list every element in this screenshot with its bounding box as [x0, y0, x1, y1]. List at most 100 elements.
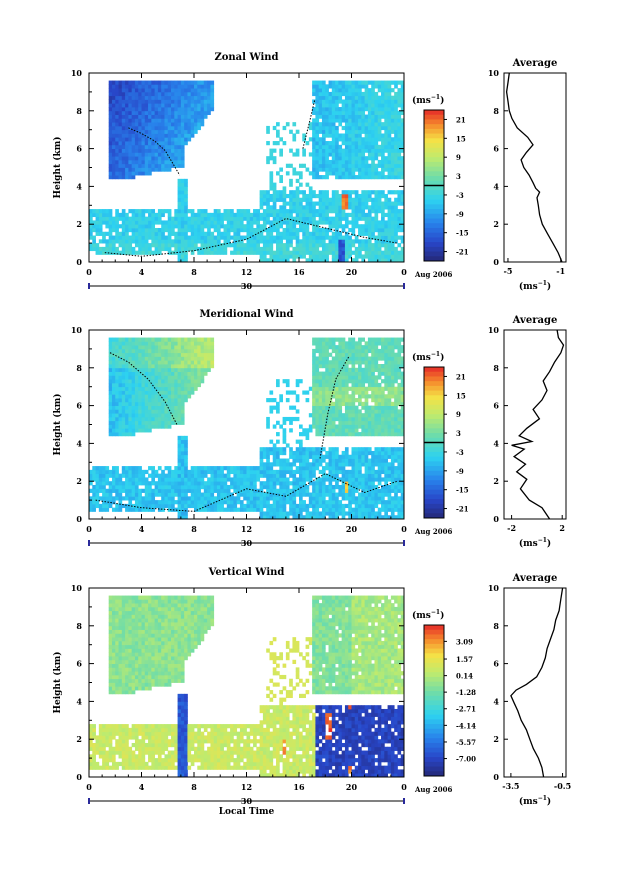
heatmap-cell: [308, 231, 313, 236]
heatmap-cell: [167, 224, 172, 229]
heatmap-cell: [374, 144, 379, 149]
heatmap-cell: [344, 405, 349, 410]
heatmap-cell: [187, 118, 192, 123]
heatmap-cell: [134, 481, 139, 486]
heatmap-cell: [312, 394, 316, 399]
heatmap-cell: [177, 197, 182, 202]
heatmap-cell: [354, 235, 359, 240]
heatmap-cell: [134, 500, 139, 505]
heatmap-cell: [256, 227, 261, 233]
heatmap-cell: [177, 469, 182, 475]
heatmap-cell: [276, 469, 280, 475]
heatmap-cell: [144, 469, 149, 475]
heatmap-cell: [161, 152, 165, 157]
heatmap-cell: [321, 454, 326, 459]
heatmap-cell: [121, 133, 126, 138]
heatmap-cell: [335, 345, 339, 350]
heatmap-cell: [312, 141, 316, 146]
heatmap-cell: [157, 235, 162, 240]
heatmap-cell: [335, 473, 339, 478]
heatmap-cell: [338, 114, 343, 119]
heatmap-cell: [338, 231, 343, 236]
heatmap-cell: [335, 390, 339, 395]
heatmap-cell: [180, 91, 185, 97]
heatmap-cell: [174, 114, 178, 119]
heatmap-cell: [161, 114, 165, 119]
heatmap-cell: [364, 103, 369, 108]
heatmap-cell: [131, 114, 136, 119]
heatmap-cell: [338, 224, 343, 229]
heatmap-cell: [207, 220, 211, 225]
heatmap-cell: [312, 144, 316, 149]
heatmap-cell: [344, 413, 349, 418]
heatmap-cell: [262, 447, 267, 452]
heatmap-cell: [161, 231, 165, 236]
heatmap-cell: [256, 235, 261, 240]
heatmap-cell: [331, 118, 336, 123]
heatmap-cell: [197, 99, 201, 104]
heatmap-cell: [351, 239, 356, 244]
heatmap-cell: [167, 484, 172, 490]
heatmap-cell: [243, 227, 247, 233]
heatmap-cell: [308, 193, 313, 199]
heatmap-cell: [302, 450, 306, 456]
heatmap-cell: [400, 250, 405, 255]
heatmap-cell: [400, 190, 405, 195]
heatmap-cell: [111, 382, 116, 388]
heatmap-cell: [167, 88, 172, 93]
heatmap-cell: [197, 80, 201, 85]
heatmap-cell: [148, 398, 152, 403]
heatmap-cell: [367, 125, 372, 131]
heatmap-cell: [266, 231, 270, 236]
heatmap-cell: [148, 91, 152, 97]
heatmap-cell: [151, 103, 156, 108]
heatmap-cell: [141, 129, 146, 134]
heatmap-cell: [331, 250, 336, 255]
heatmap-cell: [125, 356, 129, 361]
heatmap-cell: [194, 216, 198, 221]
heatmap-cell: [312, 152, 316, 157]
heatmap-cell: [371, 159, 375, 165]
heatmap-cell: [390, 156, 395, 161]
heatmap-cell: [148, 220, 152, 225]
heatmap-cell: [154, 84, 159, 89]
heatmap-cell: [348, 469, 352, 475]
heatmap-cell: [335, 367, 339, 372]
heatmap-cell: [174, 348, 178, 354]
heatmap-cell: [151, 137, 156, 142]
heatmap-cell: [351, 163, 356, 168]
heatmap-cell: [98, 246, 103, 252]
heatmap-cell: [154, 95, 159, 100]
heatmap-cell: [325, 409, 329, 414]
heatmap-cell: [335, 337, 339, 342]
heatmap-cell: [102, 503, 106, 509]
heatmap-cell: [377, 190, 382, 195]
heatmap-cell: [315, 239, 320, 244]
heatmap-cell: [243, 481, 247, 486]
heatmap-cell: [148, 80, 152, 85]
heatmap-cell: [131, 103, 136, 108]
heatmap-cell: [256, 243, 261, 248]
heatmap-cell: [180, 458, 185, 463]
heatmap-cell: [397, 167, 402, 172]
heatmap-cell: [331, 360, 336, 365]
heatmap-cell: [190, 386, 195, 391]
heatmap-cell: [171, 239, 175, 244]
heatmap-cell: [348, 394, 352, 399]
heatmap-cell: [121, 243, 126, 248]
heatmap-cell: [361, 156, 366, 161]
heatmap-cell: [256, 246, 261, 252]
heatmap-cell: [121, 114, 126, 119]
heatmap-cell: [381, 167, 385, 172]
heatmap-cell: [187, 88, 192, 93]
heatmap-cell: [128, 386, 133, 391]
heatmap-cell: [167, 220, 172, 225]
heatmap-cell: [190, 337, 195, 342]
heatmap-cell: [144, 405, 149, 410]
heatmap-cell: [285, 496, 290, 501]
heatmap-cell: [89, 216, 93, 221]
heatmap-cell: [387, 84, 392, 89]
heatmap-cell: [338, 144, 343, 149]
heatmap-cell: [318, 413, 323, 418]
heatmap-cell: [230, 500, 234, 505]
